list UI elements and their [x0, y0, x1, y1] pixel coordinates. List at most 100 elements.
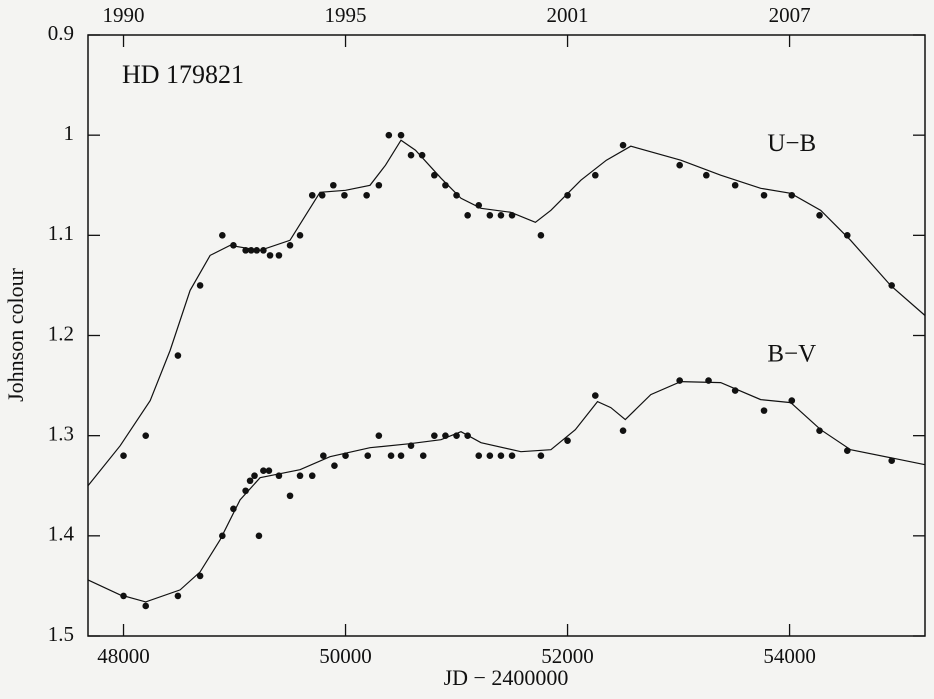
data-point — [816, 427, 823, 434]
data-point — [788, 191, 796, 199]
data-point — [564, 191, 571, 199]
data-point — [385, 131, 393, 139]
data-point — [308, 472, 316, 480]
x2-tick-label: 1995 — [325, 3, 367, 27]
x-tick-label: 54000 — [763, 644, 816, 668]
data-point — [375, 181, 383, 189]
data-point — [464, 212, 471, 219]
data-point — [251, 472, 258, 480]
x2-tick-label: 2001 — [547, 3, 589, 27]
data-point — [320, 452, 327, 460]
data-point — [816, 212, 823, 219]
data-point — [760, 191, 768, 199]
x-axis-label: JD − 2400000 — [444, 665, 569, 690]
data-point — [219, 232, 226, 239]
data-point — [255, 532, 263, 540]
data-point — [253, 247, 261, 254]
x-tick-label: 52000 — [541, 644, 594, 668]
data-point — [260, 247, 267, 254]
data-point — [442, 432, 449, 439]
data-point — [464, 432, 471, 439]
data-point — [788, 397, 796, 404]
data-point — [508, 452, 516, 460]
data-point — [486, 212, 494, 219]
data-point — [453, 432, 460, 439]
x2-tick-label: 2007 — [769, 3, 811, 27]
data-point — [537, 452, 545, 460]
data-point — [407, 442, 415, 449]
data-point — [397, 452, 405, 460]
data-point — [731, 387, 739, 394]
data-point — [888, 282, 895, 289]
data-point — [419, 452, 427, 460]
data-point — [196, 572, 204, 580]
data-point — [120, 452, 127, 460]
data-point — [676, 377, 683, 384]
data-point — [592, 392, 599, 399]
data-point — [431, 432, 438, 439]
data-point — [286, 242, 294, 249]
data-point — [275, 472, 283, 480]
data-point — [142, 602, 150, 610]
data-point — [296, 232, 304, 239]
data-point — [475, 201, 483, 209]
x-tick-label: 50000 — [319, 644, 372, 668]
data-point — [475, 452, 483, 460]
y-axis-label: Johnson colour — [3, 267, 28, 402]
data-point — [266, 252, 274, 259]
x-tick-label: 48000 — [97, 644, 150, 668]
data-point — [242, 247, 249, 254]
y-tick-label: 0.9 — [48, 21, 74, 45]
data-point — [760, 407, 768, 414]
data-point — [431, 171, 438, 179]
data-point — [418, 151, 426, 159]
y-tick-label: 1.1 — [48, 221, 74, 245]
data-point — [120, 592, 127, 600]
data-point — [308, 191, 316, 199]
data-point — [318, 191, 326, 199]
data-point — [219, 532, 226, 540]
data-point — [453, 191, 460, 199]
data-point — [342, 452, 349, 460]
data-point — [364, 452, 372, 460]
y-tick-label: 1 — [64, 121, 75, 145]
data-point — [731, 181, 739, 189]
data-point — [260, 467, 267, 475]
data-point — [286, 492, 294, 500]
data-point — [497, 452, 505, 460]
plot-frame — [87, 34, 926, 637]
series-label: B−V — [767, 340, 816, 367]
data-point — [296, 472, 304, 480]
data-point — [341, 191, 348, 199]
data-point — [619, 141, 627, 149]
chart-title: HD 179821 — [122, 60, 244, 89]
data-point — [174, 592, 182, 600]
data-point — [486, 452, 494, 460]
data-point — [676, 161, 683, 169]
data-point — [330, 181, 337, 189]
data-point — [265, 467, 273, 475]
data-point — [703, 171, 710, 179]
data-point — [275, 252, 283, 259]
data-point — [142, 432, 150, 439]
data-point — [497, 212, 505, 219]
data-point — [619, 427, 627, 434]
data-point — [246, 477, 254, 485]
fit-curve — [87, 139, 926, 487]
data-point — [363, 191, 370, 199]
fit-curve — [87, 380, 926, 603]
data-point — [508, 212, 516, 219]
data-point — [843, 232, 851, 239]
data-point — [174, 352, 182, 359]
data-point — [331, 462, 338, 470]
data-point — [592, 171, 599, 179]
series-label: U−B — [767, 130, 816, 157]
data-point — [242, 487, 249, 495]
data-point — [387, 452, 395, 460]
data-point — [397, 131, 405, 139]
y-tick-label: 1.5 — [48, 622, 74, 646]
data-point — [230, 242, 237, 249]
data-point — [442, 181, 449, 189]
data-point — [375, 432, 383, 439]
